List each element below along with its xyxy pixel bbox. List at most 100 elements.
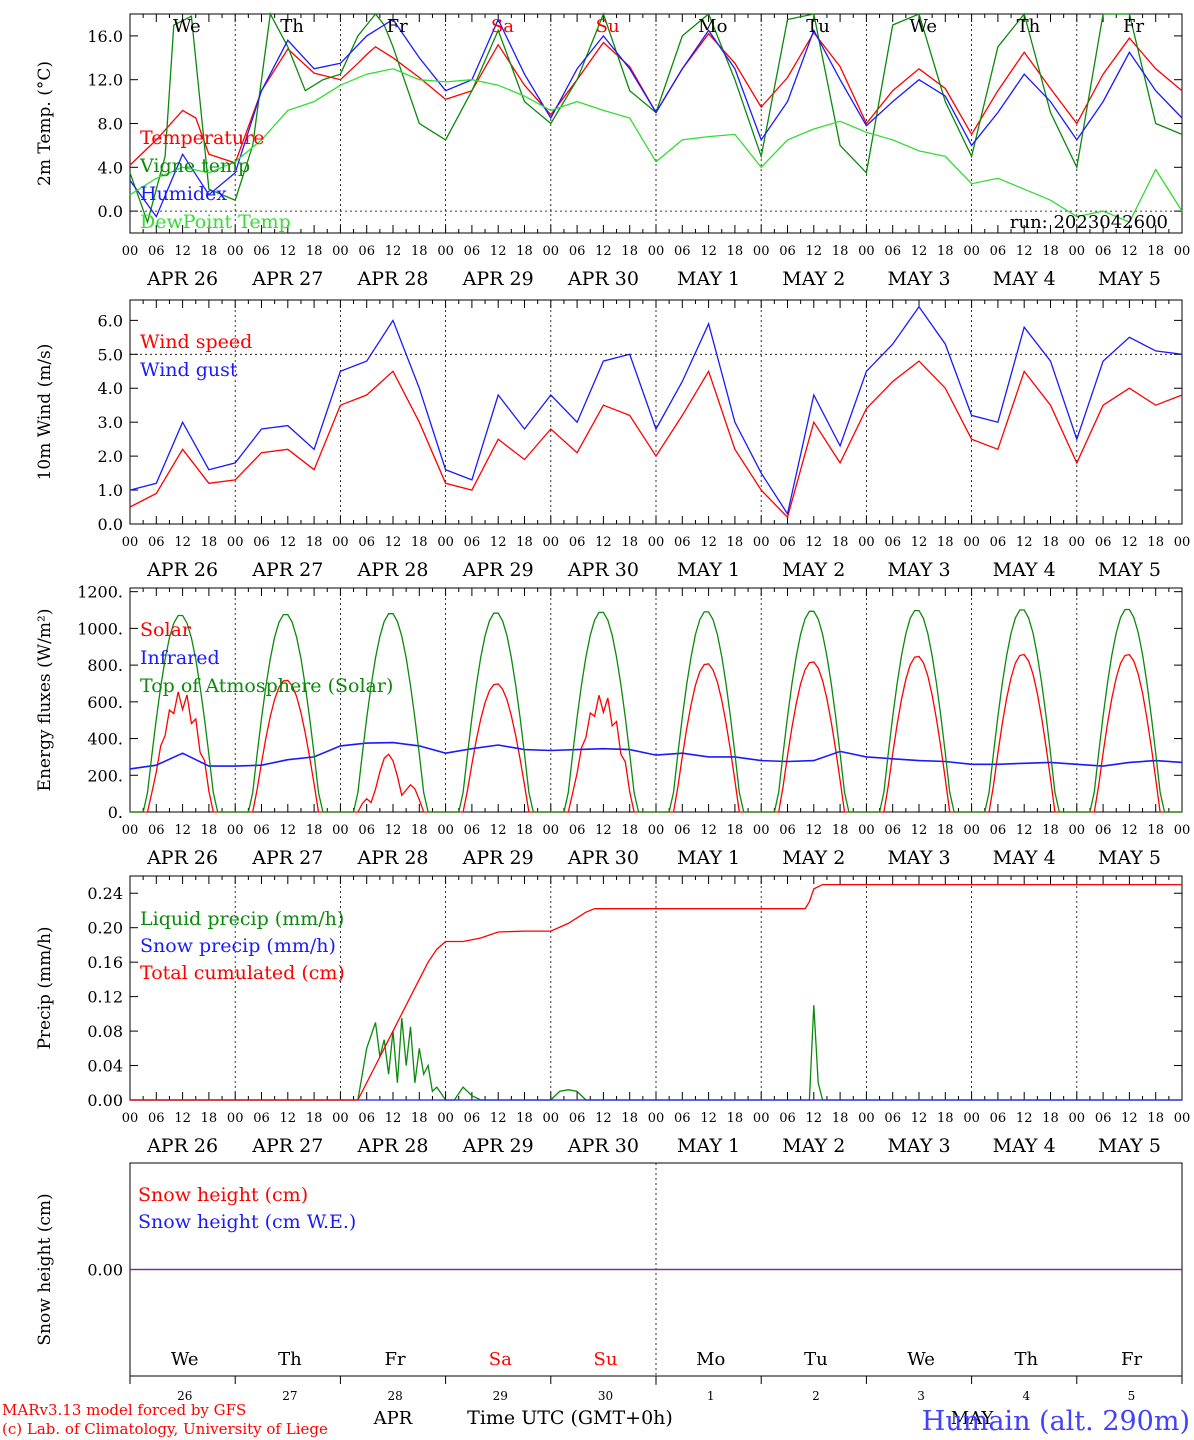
hour-tick-label: 12 <box>174 1111 191 1126</box>
hour-tick-label: 12 <box>1121 823 1138 838</box>
hour-tick-label: 12 <box>700 823 717 838</box>
hour-tick-label: 18 <box>832 823 849 838</box>
hour-tick-label: 18 <box>306 1111 323 1126</box>
hour-tick-label: 00 <box>227 1111 244 1126</box>
legend-item: Top of Atmosphere (Solar) <box>140 675 393 697</box>
hour-tick-label: 00 <box>543 823 560 838</box>
hour-tick-label: 00 <box>543 535 560 550</box>
y-tick-label: 0.00 <box>87 1261 123 1280</box>
hour-tick-label: 12 <box>911 1111 928 1126</box>
hour-tick-label: 00 <box>227 535 244 550</box>
hour-tick-label: 18 <box>937 535 954 550</box>
date-label: MAY 2 <box>782 268 845 290</box>
date-label: APR 26 <box>146 268 218 290</box>
day-number-label: 28 <box>387 1389 402 1403</box>
hour-tick-label: 18 <box>201 1111 218 1126</box>
hour-tick-label: 00 <box>753 823 770 838</box>
hour-tick-label: 12 <box>280 244 297 259</box>
weekday-label: We <box>171 1349 199 1370</box>
hour-tick-label: 18 <box>411 1111 428 1126</box>
hour-tick-label: 18 <box>516 1111 533 1126</box>
weekday-label: Mo <box>698 16 727 37</box>
hour-tick-label: 18 <box>306 823 323 838</box>
hour-tick-label: 06 <box>358 1111 375 1126</box>
hour-tick-label: 06 <box>358 535 375 550</box>
y-tick-label: 2.0 <box>98 447 123 466</box>
y-tick-label: 4.0 <box>98 379 123 398</box>
hour-tick-label: 12 <box>280 535 297 550</box>
hour-tick-label: 06 <box>674 244 691 259</box>
y-tick-label: 200. <box>87 766 123 785</box>
hour-tick-label: 00 <box>122 535 139 550</box>
hour-tick-label: 00 <box>437 1111 454 1126</box>
hour-tick-label: 06 <box>569 823 586 838</box>
date-label: APR 27 <box>251 847 323 869</box>
weekday-label: Fr <box>1121 1349 1142 1370</box>
y-tick-label: 16.0 <box>87 27 123 46</box>
hour-tick-label: 06 <box>674 535 691 550</box>
hour-tick-label: 00 <box>1069 1111 1086 1126</box>
series-wind-gust <box>129 305 1183 516</box>
date-label: APR 30 <box>567 268 639 290</box>
hour-tick-label: 06 <box>464 535 481 550</box>
hour-tick-label: 06 <box>990 1111 1007 1126</box>
date-label: MAY 2 <box>782 1135 845 1157</box>
date-label: APR 28 <box>356 559 428 581</box>
date-label: MAY 3 <box>887 847 950 869</box>
date-label: MAY 3 <box>887 268 950 290</box>
series-top-of-atmosphere-solar- <box>130 608 1182 813</box>
hour-tick-label: 00 <box>648 244 665 259</box>
date-label: MAY 4 <box>993 268 1056 290</box>
weekday-label: Th <box>1017 16 1041 37</box>
legend-item: Liquid precip (mm/h) <box>140 908 344 930</box>
hour-tick-label: 12 <box>490 535 507 550</box>
hour-tick-label: 18 <box>1147 823 1164 838</box>
series-infrared <box>129 741 1183 770</box>
hour-tick-label: 06 <box>990 244 1007 259</box>
hour-tick-label: 06 <box>1095 823 1112 838</box>
y-tick-label: 0.08 <box>87 1022 123 1041</box>
hour-tick-label: 12 <box>1016 535 1033 550</box>
y-tick-label: 5.0 <box>98 345 123 364</box>
hour-tick-label: 12 <box>385 244 402 259</box>
hour-tick-label: 06 <box>884 244 901 259</box>
hour-tick-label: 18 <box>201 244 218 259</box>
hour-tick-label: 00 <box>437 823 454 838</box>
weekday-label: Su <box>594 1349 618 1370</box>
hour-tick-label: 18 <box>727 823 744 838</box>
hour-tick-label: 00 <box>963 1111 980 1126</box>
hour-tick-label: 00 <box>1174 535 1191 550</box>
series-total-cumulated-cm- <box>130 883 1182 1101</box>
date-label: APR 26 <box>146 559 218 581</box>
run-annotation: run: 2023042600 <box>1010 212 1168 233</box>
hour-tick-label: 06 <box>884 1111 901 1126</box>
day-number-label: 4 <box>1022 1389 1030 1403</box>
hour-tick-label: 06 <box>674 1111 691 1126</box>
hour-tick-label: 06 <box>253 244 270 259</box>
hour-tick-label: 00 <box>1174 244 1191 259</box>
y-tick-label: 0.00 <box>87 1091 123 1110</box>
hour-tick-label: 06 <box>779 1111 796 1126</box>
y-tick-label: 3.0 <box>98 413 123 432</box>
x-axis-label: Time UTC (GMT+0h) <box>467 1407 673 1429</box>
legend-item: Wind gust <box>140 359 238 381</box>
date-label: APR 30 <box>567 559 639 581</box>
y-axis-label: Precip (mm/h) <box>35 926 55 1049</box>
date-label: APR 26 <box>146 1135 218 1157</box>
date-label: MAY 1 <box>677 268 740 290</box>
day-number-label: 30 <box>598 1389 613 1403</box>
legend-item: Wind speed <box>140 331 252 353</box>
y-tick-label: 0.12 <box>87 988 123 1007</box>
hour-tick-label: 00 <box>753 1111 770 1126</box>
date-label: MAY 2 <box>782 559 845 581</box>
hour-tick-label: 00 <box>332 823 349 838</box>
date-label: MAY 1 <box>677 559 740 581</box>
hour-tick-label: 18 <box>621 823 638 838</box>
legend-item: Snow precip (mm/h) <box>140 935 336 957</box>
legend-item: Total cumulated (cm) <box>140 962 345 984</box>
hour-tick-label: 12 <box>1016 1111 1033 1126</box>
y-axis-label: 10m Wind (m/s) <box>35 344 55 481</box>
hour-tick-label: 18 <box>201 535 218 550</box>
y-tick-label: 8.0 <box>98 115 123 134</box>
legend-item: Vigne temp <box>139 155 250 177</box>
